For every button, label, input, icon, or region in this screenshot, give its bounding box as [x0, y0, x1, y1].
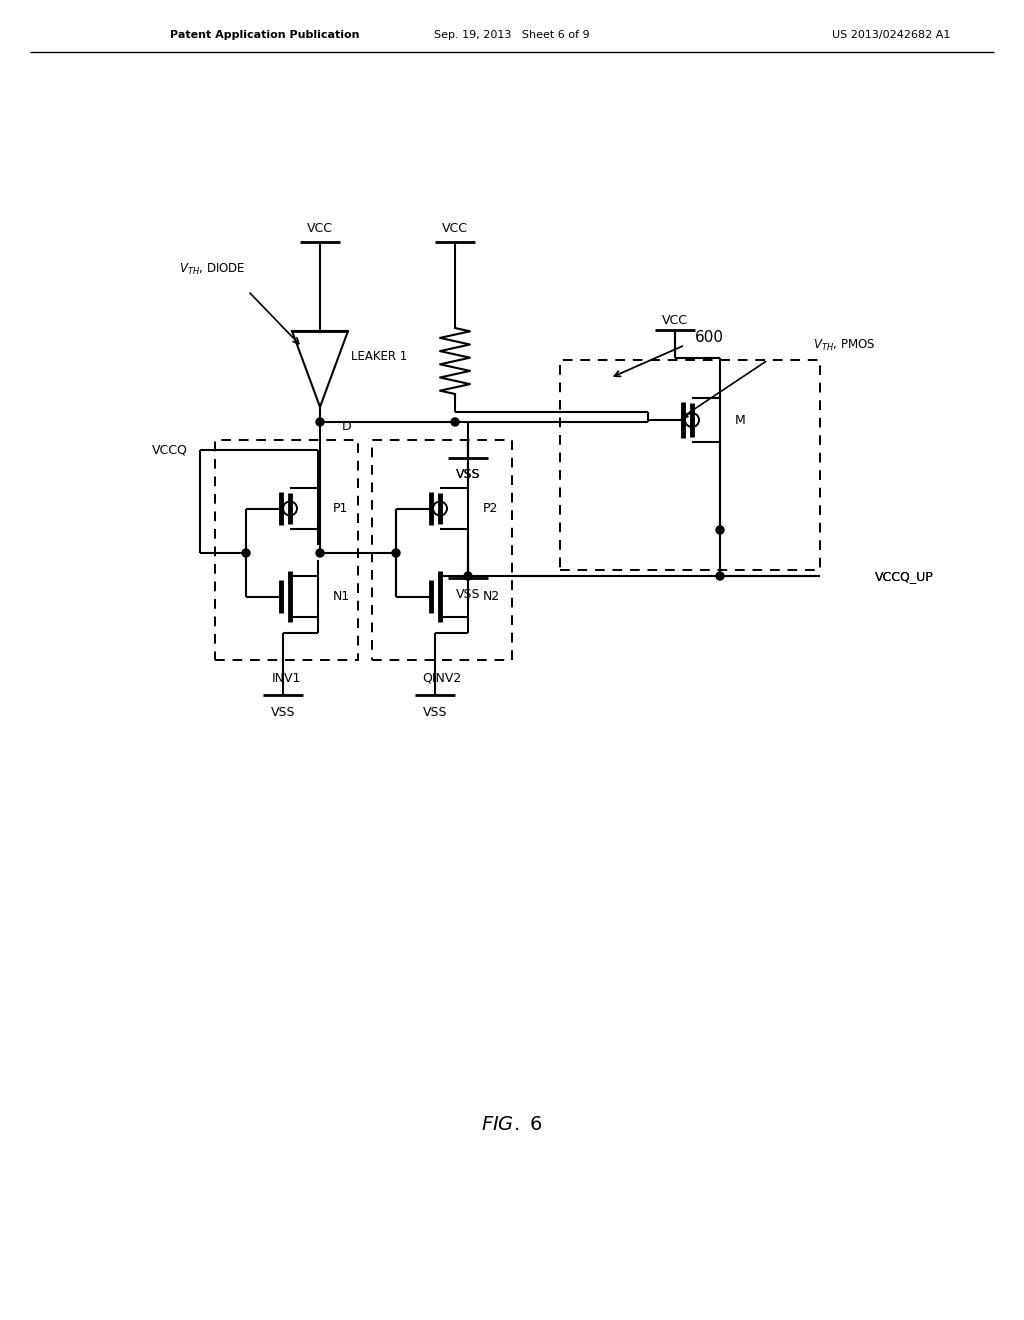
Text: VSS: VSS [423, 705, 447, 718]
Text: Patent Application Publication: Patent Application Publication [170, 30, 359, 40]
Text: 600: 600 [695, 330, 724, 346]
Text: US 2013/0242682 A1: US 2013/0242682 A1 [831, 30, 950, 40]
Text: P1: P1 [333, 502, 348, 515]
Circle shape [316, 418, 324, 426]
Text: N1: N1 [333, 590, 350, 603]
Circle shape [316, 549, 324, 557]
Text: $\mathit{FIG.\ 6}$: $\mathit{FIG.\ 6}$ [481, 1115, 543, 1134]
Circle shape [392, 549, 400, 557]
Text: VSS: VSS [270, 705, 295, 718]
Text: VCC: VCC [442, 222, 468, 235]
Circle shape [716, 525, 724, 535]
Text: INV1: INV1 [271, 672, 301, 685]
Text: VSS: VSS [456, 589, 480, 602]
Text: VCCQ: VCCQ [153, 444, 188, 457]
Circle shape [242, 549, 250, 557]
Text: LEAKER 1: LEAKER 1 [351, 350, 407, 363]
Text: Sep. 19, 2013   Sheet 6 of 9: Sep. 19, 2013 Sheet 6 of 9 [434, 30, 590, 40]
Text: $V_{TH}$, PMOS: $V_{TH}$, PMOS [813, 338, 876, 352]
Text: VCCQ_UP: VCCQ_UP [874, 569, 934, 582]
Text: VCCQ_UP: VCCQ_UP [874, 569, 934, 582]
Circle shape [716, 572, 724, 579]
Text: M: M [735, 413, 745, 426]
Text: D: D [342, 421, 351, 433]
Text: VCC: VCC [307, 222, 333, 235]
Circle shape [464, 572, 472, 579]
Text: VSS: VSS [456, 469, 480, 482]
Text: QINV2: QINV2 [422, 672, 462, 685]
Text: N2: N2 [483, 590, 501, 603]
Text: $V_{TH}$, DIODE: $V_{TH}$, DIODE [179, 261, 245, 277]
Text: VSS: VSS [456, 469, 480, 482]
Text: P2: P2 [483, 502, 499, 515]
Text: VCC: VCC [662, 314, 688, 326]
Circle shape [451, 418, 459, 426]
